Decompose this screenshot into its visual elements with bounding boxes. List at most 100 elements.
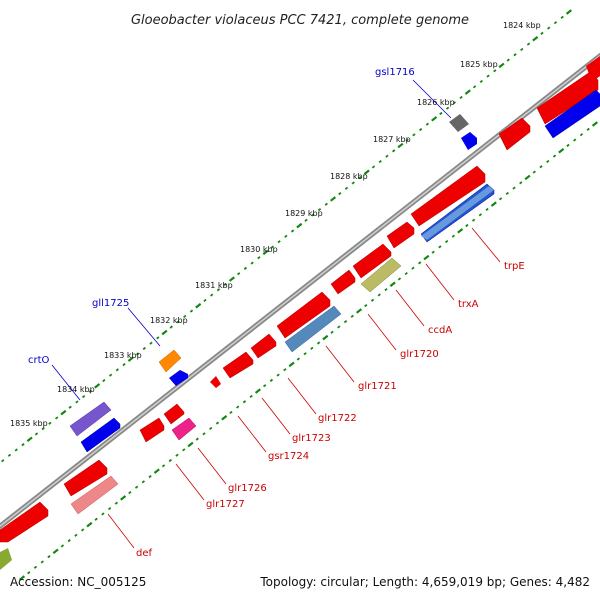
tick-mark [169, 325, 173, 329]
tick-mark [223, 282, 227, 286]
gene-arrow[interactable] [158, 349, 182, 373]
tick-mark [156, 336, 160, 340]
tick-mark [485, 207, 489, 212]
tick-mark [558, 147, 565, 154]
tick-mark [431, 250, 435, 254]
tick-mark [107, 506, 112, 511]
tick-mark [425, 122, 430, 126]
gene-label-glr1721[interactable]: glr1721 [358, 381, 397, 392]
tick-mark [329, 196, 337, 202]
tick-mark [479, 79, 483, 84]
gene-label-glr1726[interactable]: glr1726 [228, 483, 267, 494]
tick-mark [183, 314, 187, 319]
gene-arrow[interactable] [586, 56, 600, 82]
gene-arrow[interactable] [169, 370, 188, 386]
tick-mark [465, 223, 469, 228]
tick-mark [457, 228, 464, 234]
tick-mark [540, 31, 544, 35]
tick-mark [512, 186, 516, 190]
gene-arrow[interactable] [63, 459, 108, 497]
gene-label-trxA[interactable]: trxA [458, 299, 479, 310]
gene-arrow[interactable] [420, 183, 495, 243]
tick-mark [134, 485, 139, 489]
gene-arrow[interactable] [461, 132, 477, 150]
gene-arrow[interactable] [69, 401, 112, 437]
gene-label-ccdA[interactable]: ccdA [428, 325, 452, 336]
tick-mark [520, 47, 524, 51]
gene-arrow[interactable] [171, 417, 197, 441]
gene-arrow[interactable] [544, 89, 600, 139]
gene-arrow[interactable] [70, 475, 119, 515]
tick-mark [86, 521, 93, 528]
tick-mark [161, 329, 168, 336]
gene-label-glr1720[interactable]: glr1720 [400, 349, 439, 360]
gene-label-glr1727[interactable]: glr1727 [206, 499, 245, 510]
gene-arrow[interactable] [284, 305, 342, 353]
tick-mark [55, 416, 59, 420]
tick-mark [418, 127, 423, 132]
gene-arrow[interactable] [352, 243, 392, 279]
gene-arrow[interactable] [250, 333, 277, 359]
tick-label: 1830 kbp [240, 245, 278, 254]
tick-label: 1835 kbp [10, 419, 48, 428]
tick-mark [445, 106, 450, 110]
tick-mark [532, 170, 536, 174]
tick-mark [472, 85, 477, 89]
gene-label-glr1722[interactable]: glr1722 [318, 413, 357, 424]
gene-arrow[interactable] [210, 376, 221, 388]
tick-mark [114, 501, 119, 505]
tick-mark [52, 548, 59, 555]
tick-mark [355, 308, 363, 314]
tick-mark [18, 575, 26, 581]
tick-mark [229, 410, 233, 415]
tick-labels: 1824 kbp 1825 kbp 1826 kbp 1827 kbp 1828… [10, 21, 541, 428]
gene-arrow[interactable] [139, 417, 165, 443]
gene-label-gsr1724[interactable]: gsr1724 [268, 451, 309, 462]
gene-arrow[interactable] [386, 221, 415, 249]
tick-mark [358, 176, 362, 180]
tick-mark [338, 192, 342, 196]
gene-label-crtO[interactable]: crtO [28, 355, 50, 366]
gene-label-gsl1716[interactable]: gsl1716 [375, 67, 415, 78]
gene-label-gll1725[interactable]: gll1725 [92, 298, 129, 309]
gene-arrow[interactable] [449, 114, 469, 132]
gene-arrow[interactable] [410, 165, 486, 227]
gene-arrow[interactable] [536, 71, 599, 125]
tick-mark [311, 213, 315, 217]
gene-arrow[interactable] [80, 417, 121, 453]
gene-arrow[interactable] [0, 548, 12, 570]
tick-mark [343, 320, 348, 324]
tick-mark [547, 26, 551, 30]
genome-summary-text: Topology: circular; Length: 4,659,019 bp… [259, 575, 590, 589]
tick-mark [149, 341, 153, 345]
tick-mark [277, 240, 281, 244]
gene-label-glr1723[interactable]: glr1723 [292, 433, 331, 444]
gene-arrow[interactable] [163, 403, 185, 425]
tick-mark [439, 111, 443, 116]
tick-mark [322, 334, 329, 341]
tick-mark [135, 352, 140, 356]
tick-mark [350, 314, 354, 318]
gene-arrow[interactable] [0, 501, 49, 543]
gene-arrow[interactable] [360, 257, 402, 293]
tick-mark [444, 239, 449, 244]
tick-mark [404, 271, 408, 276]
gene-arrow[interactable] [276, 291, 331, 339]
tick-mark [153, 468, 160, 474]
tick-mark [490, 201, 497, 207]
gene-arrow[interactable] [498, 117, 531, 151]
gene-label-def[interactable]: def [136, 548, 153, 559]
tick-mark [378, 159, 382, 164]
tick-mark [493, 69, 497, 73]
tick-mark [254, 388, 261, 394]
tick-mark [141, 480, 145, 484]
gene-label-trpE[interactable]: trpE [504, 261, 525, 272]
tick-mark [195, 303, 202, 309]
tick-mark [303, 352, 307, 356]
gene-arrow[interactable] [330, 269, 356, 295]
tick-mark [81, 528, 85, 532]
tick-mark [471, 218, 476, 222]
gene-arrow[interactable] [222, 351, 254, 379]
tick-mark [397, 277, 402, 281]
tick-label: 1824 kbp [503, 21, 541, 30]
